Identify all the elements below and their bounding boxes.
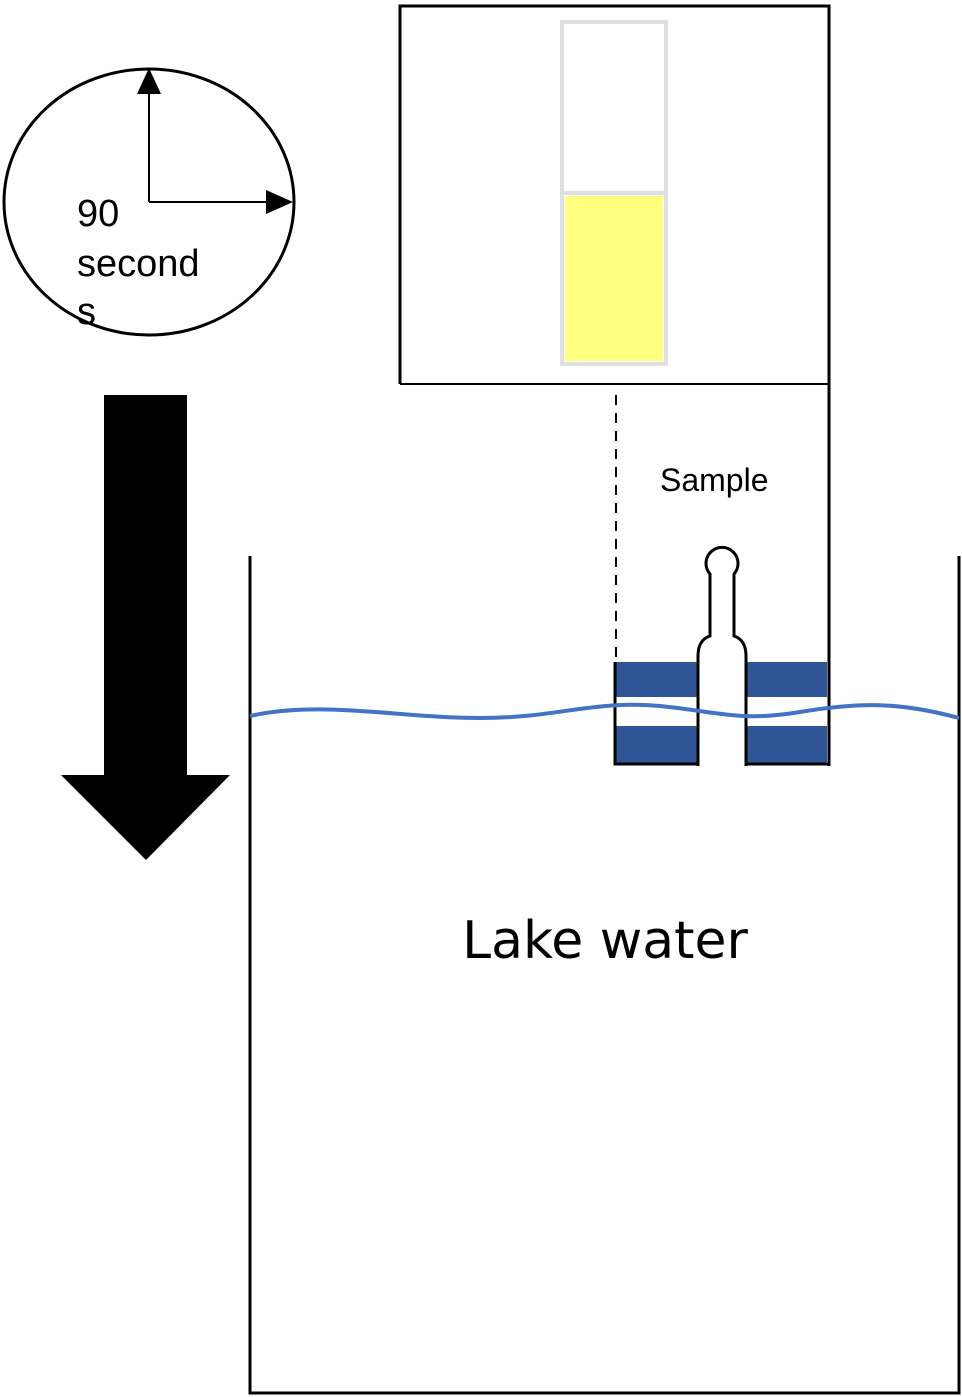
probe-housing-left-edge	[613, 662, 698, 766]
device-outline	[398, 4, 831, 766]
probe-band-upper-left	[615, 662, 698, 697]
sensor-bottle-icon	[696, 545, 748, 766]
lake-container	[248, 556, 961, 1395]
probe-band-lower-left	[615, 726, 698, 763]
test-tube-liquid	[565, 196, 663, 361]
timer-label-line1: 90	[77, 193, 119, 235]
timer-label-line2: second	[77, 243, 200, 285]
water-surface-line	[249, 702, 960, 721]
clock-hand-vertical-arrowhead-icon	[137, 68, 161, 94]
sample-label: Sample	[660, 462, 769, 498]
probe-band-lower-right	[746, 726, 827, 763]
sample-device: Sample	[398, 4, 831, 766]
timer-label-line3: s	[77, 291, 96, 333]
lake-label: Lake water	[462, 911, 748, 971]
down-arrow-icon	[61, 395, 230, 860]
clock-hand-horizontal-arrowhead-icon	[266, 190, 293, 214]
probe-band-upper-right	[746, 662, 827, 697]
timer-clock: 90 second s	[2, 67, 296, 337]
